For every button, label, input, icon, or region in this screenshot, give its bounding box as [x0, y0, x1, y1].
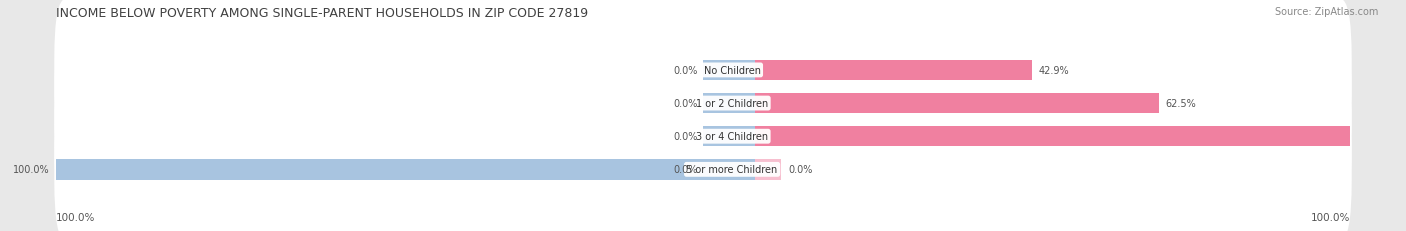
Bar — [755, 159, 780, 180]
Text: 5 or more Children: 5 or more Children — [686, 165, 778, 175]
Text: 1 or 2 Children: 1 or 2 Children — [696, 99, 768, 109]
FancyBboxPatch shape — [55, 0, 1351, 142]
Bar — [755, 126, 1402, 147]
Text: 42.9%: 42.9% — [1039, 66, 1070, 76]
Bar — [755, 60, 1032, 81]
Text: 0.0%: 0.0% — [673, 99, 697, 109]
FancyBboxPatch shape — [55, 33, 1351, 175]
Text: 0.0%: 0.0% — [673, 165, 697, 175]
Text: Source: ZipAtlas.com: Source: ZipAtlas.com — [1274, 7, 1378, 17]
Text: 62.5%: 62.5% — [1166, 99, 1197, 109]
Bar — [56, 159, 703, 180]
FancyBboxPatch shape — [55, 66, 1351, 208]
Text: 3 or 4 Children: 3 or 4 Children — [696, 132, 768, 142]
Text: 100.0%: 100.0% — [56, 212, 96, 222]
FancyBboxPatch shape — [55, 99, 1351, 231]
Text: 0.0%: 0.0% — [673, 66, 697, 76]
Text: No Children: No Children — [703, 66, 761, 76]
Bar — [703, 93, 755, 114]
Text: INCOME BELOW POVERTY AMONG SINGLE-PARENT HOUSEHOLDS IN ZIP CODE 27819: INCOME BELOW POVERTY AMONG SINGLE-PARENT… — [56, 7, 588, 20]
Bar — [703, 159, 755, 180]
Text: 0.0%: 0.0% — [789, 165, 813, 175]
Bar — [703, 126, 755, 147]
Text: 100.0%: 100.0% — [1310, 212, 1350, 222]
Text: 0.0%: 0.0% — [673, 132, 697, 142]
Bar — [703, 60, 755, 81]
Text: 100.0%: 100.0% — [13, 165, 49, 175]
Bar — [755, 93, 1159, 114]
